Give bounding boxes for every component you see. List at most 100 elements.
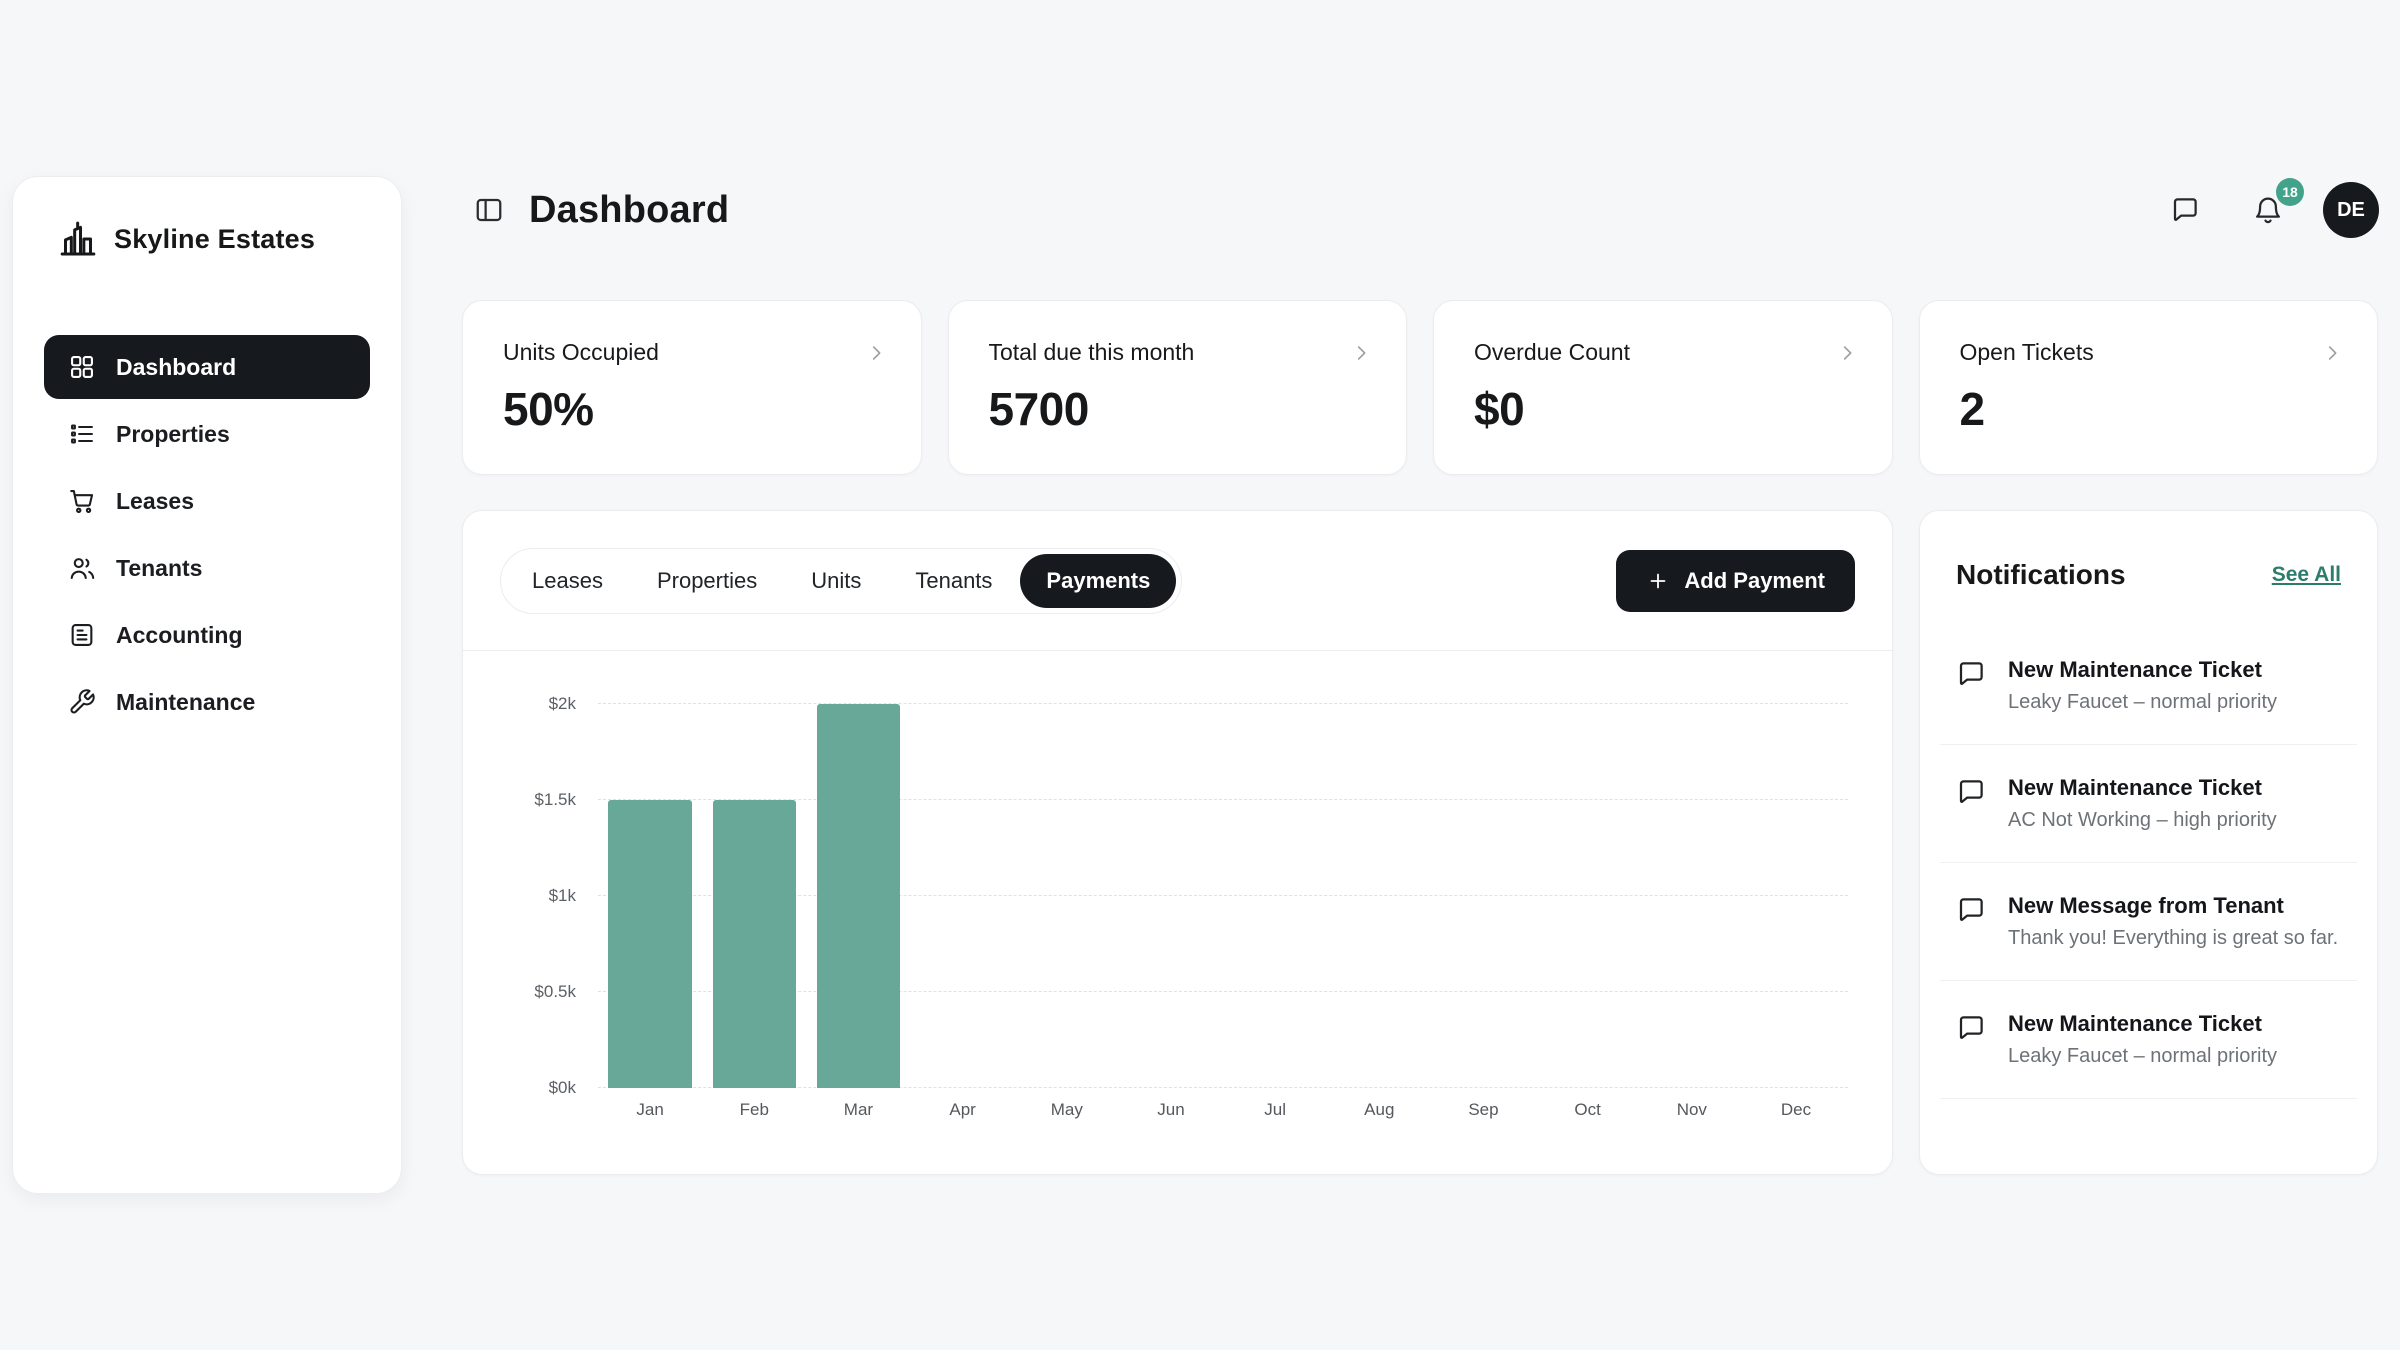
notification-title: New Message from Tenant — [2008, 893, 2284, 918]
chat-bubble-icon — [1956, 1013, 1986, 1043]
x-axis-label: Jun — [1157, 1100, 1185, 1119]
y-axis-tick: $2k — [548, 694, 576, 713]
notification-title: New Maintenance Ticket — [2008, 657, 2262, 682]
notification-text: New Maintenance Ticket AC Not Working – h… — [2008, 775, 2277, 832]
chat-bubble-icon — [1956, 895, 1986, 925]
notification-desc: Leaky Faucet – normal priority — [2008, 1045, 2278, 1067]
x-axis-label: Mar — [843, 1100, 874, 1119]
sidebar-nav: Dashboard Properties Leases Tenants Accounti… — [44, 335, 370, 734]
notification-title: New Maintenance Ticket — [2008, 1011, 2262, 1036]
stat-card-open-tickets[interactable]: Open Tickets 2 — [1918, 300, 2378, 475]
bar-chart: $0k $0.5k $1k $1.5k $2k Jan Feb Mar Apr May Jun Ju… — [463, 651, 1892, 1175]
add-payment-label: Add Payment — [1684, 567, 1825, 593]
bar-mar[interactable] — [816, 704, 901, 1088]
brand-name: Skyline Estates — [114, 223, 316, 254]
wrench-icon — [68, 688, 96, 716]
sidebar-item-label: Properties — [116, 420, 230, 447]
bar-slot-sep — [1431, 704, 1535, 1088]
chart-plot: $0k $0.5k $1k $1.5k $2k — [534, 694, 1848, 1097]
bar-slot-may — [1015, 704, 1119, 1088]
notifications-title: Notifications — [1956, 559, 2126, 590]
sidebar-item-leases[interactable]: Leases — [44, 469, 370, 533]
tab-group: Leases Properties Units Tenants Payments — [500, 547, 1183, 614]
x-axis-label: Aug — [1364, 1100, 1395, 1119]
notification-text: New Message from Tenant Thank you! Everyt… — [2008, 893, 2338, 950]
bar-slot-jun — [1119, 704, 1223, 1088]
x-axis-label: Jul — [1264, 1100, 1286, 1119]
sidebar-item-tenants[interactable]: Tenants — [44, 536, 370, 600]
bar-slot-dec — [1744, 704, 1848, 1088]
bar-feb[interactable] — [712, 800, 796, 1088]
divider — [1940, 1098, 2357, 1099]
divider — [1940, 862, 2357, 863]
x-axis-label: Jan — [636, 1100, 664, 1119]
sidebar-item-accounting[interactable]: Accounting — [44, 603, 370, 667]
x-axis-label: Dec — [1780, 1100, 1812, 1119]
gridline: $0.5k — [534, 982, 1848, 1001]
tab-tenants[interactable]: Tenants — [889, 554, 1018, 608]
notification-item[interactable]: New Maintenance Ticket Leaky Faucet – nor… — [1920, 627, 2377, 744]
notification-desc: Leaky Faucet – normal priority — [2008, 691, 2278, 713]
stat-card-total-due-this-month[interactable]: Total due this month 5700 — [947, 300, 1407, 475]
notifications-button[interactable]: 18 — [2240, 178, 2304, 238]
plus-icon — [1646, 569, 1670, 593]
bar-jan[interactable] — [608, 800, 692, 1088]
tab-payments[interactable]: Payments — [1020, 553, 1177, 608]
y-axis-tick: $1.5k — [534, 790, 576, 809]
notification-title: New Maintenance Ticket — [2008, 775, 2262, 800]
chat-bubble-icon — [1956, 777, 1986, 807]
sidebar-item-label: Leases — [116, 487, 195, 514]
bar-slot-aug — [1327, 704, 1431, 1088]
sidebar-item-maintenance[interactable]: Maintenance — [44, 670, 370, 734]
notification-item[interactable]: New Maintenance Ticket Leaky Faucet – nor… — [1920, 981, 2377, 1098]
sidebar-toggle-button[interactable] — [467, 188, 511, 232]
bar-slot-jul — [1223, 704, 1327, 1088]
stat-card-units-occupied[interactable]: Units Occupied 50% — [462, 300, 922, 475]
chart-bars — [598, 704, 1848, 1088]
chat-bubble-icon — [1956, 659, 1986, 689]
brand: Skyline Estates — [44, 217, 370, 261]
notification-item[interactable]: New Maintenance Ticket AC Not Working – h… — [1920, 745, 2377, 862]
topbar: Dashboard 18 DE — [467, 170, 2379, 250]
stat-label: Total due this month — [988, 339, 1195, 365]
bar-slot-nov — [1640, 704, 1744, 1088]
sidebar-item-label: Tenants — [116, 554, 203, 581]
users-icon — [68, 554, 96, 582]
skyline-logo-icon — [58, 219, 98, 259]
bar-slot-mar — [806, 704, 910, 1088]
x-axis: Jan Feb Mar Apr May Jun Jul Aug Sep Oct Nov Dec — [598, 1100, 1848, 1120]
gridline: $1.5k — [534, 790, 1848, 809]
gridline: $0k — [549, 1078, 1848, 1097]
chevron-right-icon — [865, 342, 887, 364]
notifications-panel: Notifications See All New Maintenance Ti… — [1919, 510, 2378, 1175]
sidebar-item-dashboard[interactable]: Dashboard — [44, 335, 370, 399]
stat-value: 50% — [503, 383, 594, 435]
topbar-actions: 18 DE — [2157, 178, 2379, 238]
chevron-right-icon — [1350, 342, 1372, 364]
tab-leases[interactable]: Leases — [506, 554, 629, 608]
grid-icon — [68, 353, 96, 381]
tab-properties[interactable]: Properties — [631, 554, 783, 608]
avatar[interactable]: DE — [2323, 182, 2379, 238]
gridline: $2k — [549, 694, 1848, 713]
y-axis-tick: $1k — [548, 886, 576, 905]
list-icon — [68, 420, 96, 448]
divider — [1940, 980, 2357, 981]
notifications-list: New Maintenance Ticket Leaky Faucet – nor… — [1920, 627, 2377, 1099]
notification-item[interactable]: New Message from Tenant Thank you! Everyt… — [1920, 863, 2377, 980]
chevron-right-icon — [2321, 342, 2343, 364]
gridline: $1k — [549, 886, 1848, 905]
sidebar-item-properties[interactable]: Properties — [44, 402, 370, 466]
stat-label: Overdue Count — [1474, 339, 1630, 365]
notification-text: New Maintenance Ticket Leaky Faucet – nor… — [2008, 657, 2277, 714]
stat-value: 2 — [1959, 383, 1986, 435]
add-payment-button[interactable]: Add Payment — [1616, 549, 1855, 612]
page-title: Dashboard — [529, 188, 730, 231]
see-all-link[interactable]: See All — [2271, 563, 2341, 586]
bell-icon — [2253, 195, 2283, 225]
y-axis-tick: $0k — [548, 1078, 576, 1097]
notification-text: New Maintenance Ticket Leaky Faucet – nor… — [2008, 1011, 2277, 1068]
stat-card-overdue-count[interactable]: Overdue Count $0 — [1433, 300, 1893, 475]
tab-units[interactable]: Units — [785, 554, 887, 608]
messages-button[interactable] — [2157, 182, 2213, 238]
